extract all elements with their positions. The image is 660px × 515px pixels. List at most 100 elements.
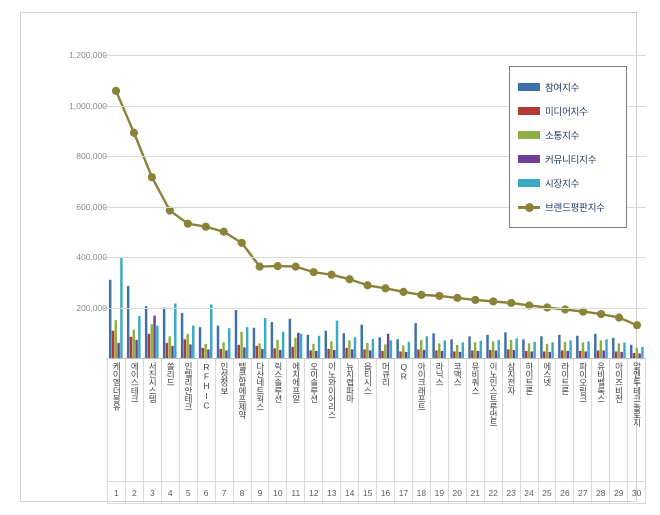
legend-item[interactable]: 시장지수 — [518, 171, 620, 195]
bar — [186, 333, 189, 358]
category-rank: 17 — [395, 481, 412, 503]
category-cell: 라이트론 26 — [556, 359, 575, 504]
category-cell: 텔콘알에프제약 8 — [233, 359, 252, 504]
bar — [641, 346, 644, 358]
line-data-point — [327, 270, 336, 279]
bar — [599, 340, 603, 358]
bar — [108, 279, 112, 358]
line-data-point — [309, 268, 318, 277]
bar — [461, 342, 464, 358]
bar — [378, 337, 381, 358]
legend-label: 커뮤니티지수 — [545, 155, 597, 166]
line-data-point — [363, 281, 372, 290]
legend-item[interactable]: 미디어지수 — [518, 99, 620, 123]
bar — [623, 342, 626, 358]
bar — [473, 342, 477, 358]
bar — [587, 341, 590, 358]
bar — [162, 307, 166, 358]
bar — [315, 350, 318, 358]
bar — [414, 323, 417, 358]
category-name: 코맥스 — [452, 362, 463, 387]
bar — [255, 345, 258, 358]
category-name: 서진시스템 — [147, 362, 158, 403]
bar — [468, 336, 471, 358]
bar — [381, 350, 384, 358]
bar — [153, 315, 156, 358]
category-cell: 릭스솔루션 10 — [269, 359, 288, 504]
bar — [389, 340, 393, 358]
bar — [551, 342, 554, 358]
category-axis-labels: 케이엠더블유 1 에이스테크 2 서진시스템 3 쏠리드 4 인텔리안테크 5 RFHIC 6 인성정보… — [107, 359, 647, 504]
bar — [489, 349, 492, 358]
category-rank: 12 — [305, 481, 323, 503]
bar — [345, 347, 348, 358]
line-data-point — [201, 222, 210, 231]
line-data-point — [111, 86, 121, 95]
bar — [578, 350, 582, 358]
bar — [335, 320, 339, 358]
line-data-point — [632, 321, 642, 330]
category-rank: 7 — [215, 481, 233, 503]
legend-item[interactable]: 커뮤니티지수 — [518, 147, 620, 171]
y-axis-tick-mark — [103, 307, 107, 309]
bar — [216, 325, 220, 358]
category-cell: 하이트론 24 — [520, 359, 539, 504]
bar — [422, 349, 426, 358]
legend-item[interactable]: 참여지수 — [518, 75, 620, 99]
bar — [240, 331, 243, 358]
bar — [138, 316, 141, 358]
line-data-point — [165, 206, 174, 215]
category-cell: 뉴지랩파마 14 — [341, 359, 360, 504]
category-name: 인텔리안테크 — [183, 362, 194, 411]
bar — [342, 333, 345, 358]
legend-item[interactable]: 브랜드평판지수 — [518, 195, 620, 219]
bar — [563, 341, 567, 358]
bar — [174, 303, 177, 358]
bar — [114, 320, 118, 359]
bar — [261, 348, 264, 358]
bar — [494, 350, 498, 358]
category-cell: 알엔투테크놀로지 30 — [628, 359, 647, 504]
category-cell: 인성정보 7 — [215, 359, 234, 504]
category-cell: QR 17 — [395, 359, 413, 504]
bar — [129, 336, 133, 358]
bar — [219, 348, 223, 358]
bar — [252, 327, 256, 358]
bar — [132, 329, 135, 358]
category-name: 인성정보 — [219, 362, 230, 395]
category-cell: RFHIC 6 — [197, 359, 216, 504]
bar — [527, 343, 531, 358]
line-data-point — [381, 284, 390, 293]
line-data-point — [453, 293, 462, 303]
bar — [201, 347, 205, 358]
bar — [491, 341, 495, 358]
bar — [273, 348, 276, 358]
line-data-point — [291, 262, 300, 271]
category-rank: 28 — [592, 481, 610, 503]
legend-item[interactable]: 소통지수 — [518, 123, 620, 147]
bar — [540, 336, 543, 358]
category-rank: 29 — [610, 481, 628, 503]
bar — [635, 347, 639, 358]
bar — [453, 351, 456, 358]
category-name: 릭스솔루션 — [273, 362, 284, 403]
bar — [168, 336, 171, 358]
bar — [612, 337, 615, 358]
bar — [317, 335, 321, 358]
bar — [306, 334, 310, 358]
bar — [614, 351, 618, 358]
y-axis-tick-label: 800,000 — [76, 151, 107, 161]
category-name: 에스넷 — [542, 362, 553, 387]
line-data-point — [129, 128, 139, 137]
category-rank: 5 — [179, 481, 197, 503]
bar — [227, 328, 231, 358]
bar — [504, 332, 507, 358]
bar — [332, 349, 336, 358]
category-rank: 10 — [269, 481, 287, 503]
bar — [632, 352, 636, 358]
bar — [384, 344, 387, 358]
bar — [399, 351, 402, 358]
gridline — [107, 55, 646, 56]
legend-label: 소통지수 — [545, 131, 580, 142]
bar — [515, 338, 518, 358]
